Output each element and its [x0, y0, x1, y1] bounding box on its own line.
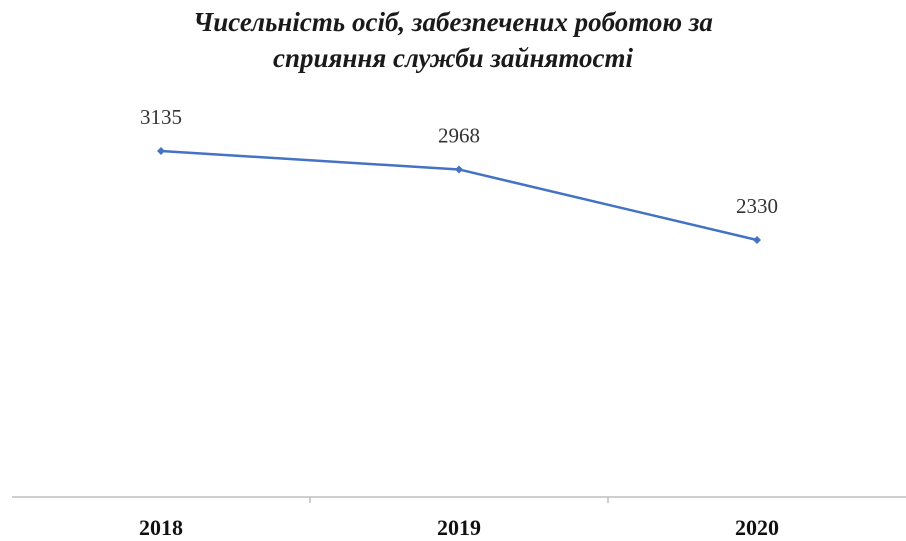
- data-point: [455, 165, 463, 174]
- tick-label-layer: 2018 2019 2020: [139, 515, 779, 540]
- data-label: 2968: [438, 123, 480, 147]
- data-label: 2330: [736, 194, 778, 218]
- x-axis: [12, 496, 906, 503]
- data-label-layer: 3135 2968 2330: [140, 105, 778, 218]
- series-layer: [157, 147, 761, 244]
- data-point: [753, 236, 761, 244]
- chart-title-line-2: сприяння служби зайнятості: [272, 43, 634, 73]
- chart-title: Чисельність осіб, забезпечених роботою з…: [0, 4, 906, 76]
- x-tick-label: 2018: [139, 515, 183, 540]
- data-label: 3135: [140, 105, 182, 129]
- chart-title-line-1: Чисельність осіб, забезпечених роботою з…: [193, 7, 713, 37]
- data-point: [157, 147, 165, 155]
- x-tick-label: 2019: [437, 515, 481, 540]
- series-line: [160, 149, 758, 242]
- x-tick-label: 2020: [735, 515, 779, 540]
